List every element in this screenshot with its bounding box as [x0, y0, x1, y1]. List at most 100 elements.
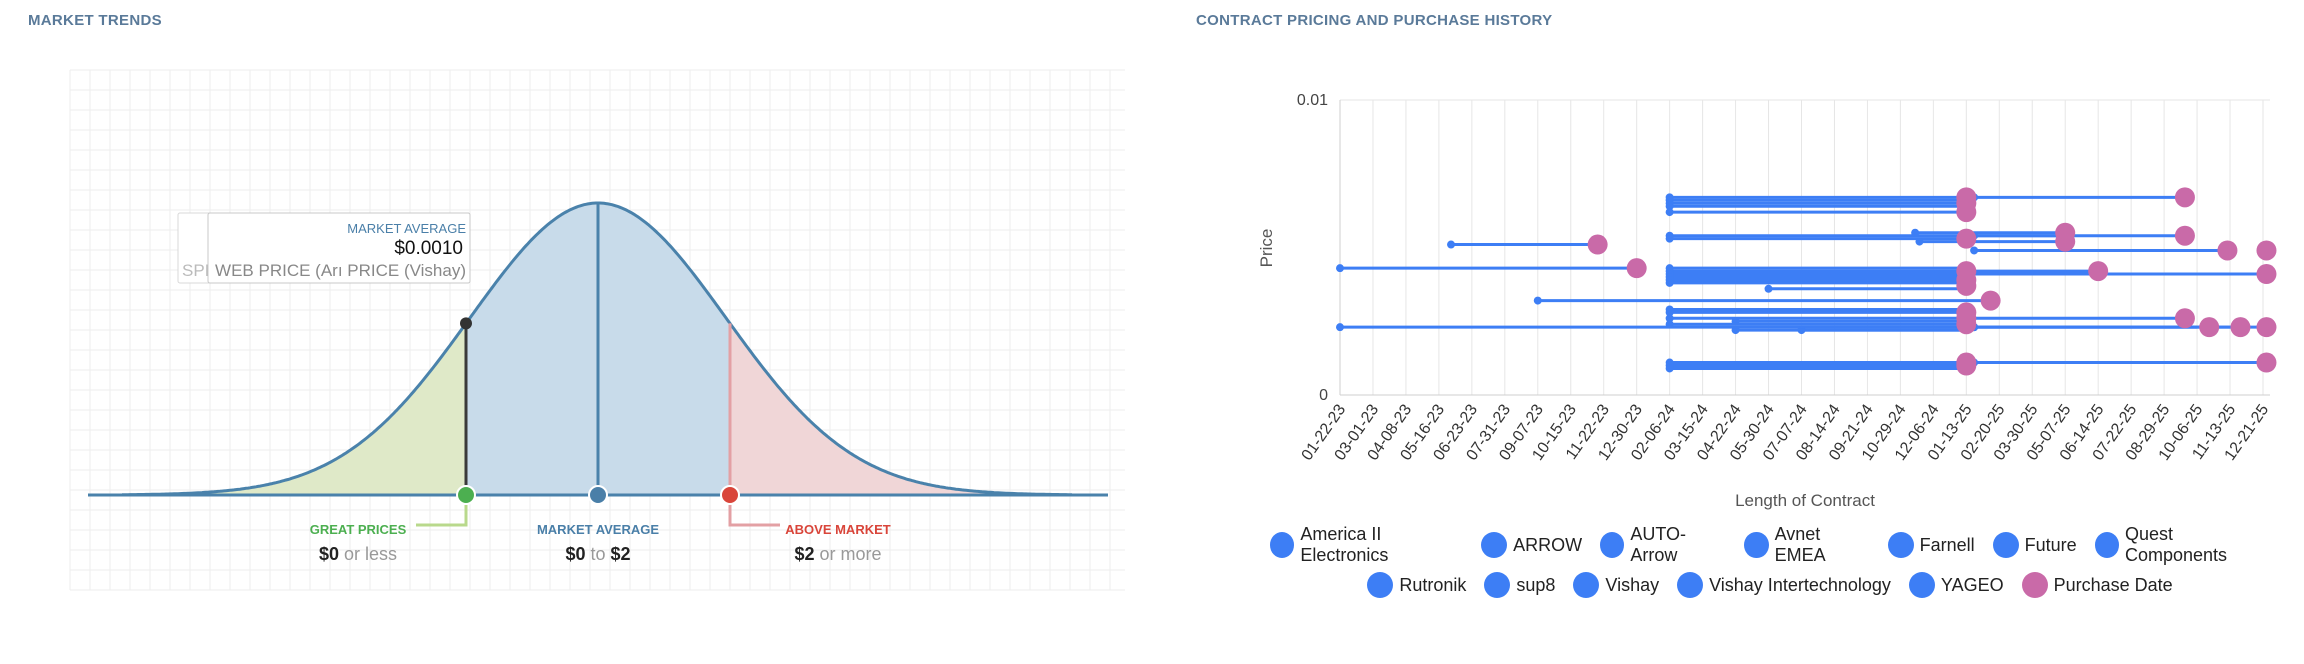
legend-item-quest-components[interactable]: Quest Components — [2094, 524, 2270, 566]
legend-label: Vishay Intertechnology — [1709, 574, 1891, 595]
contract-start-point[interactable] — [1970, 246, 1979, 255]
legend-swatch — [1992, 532, 2019, 558]
purchase-date-point[interactable] — [1956, 202, 1977, 223]
contract-start-point[interactable] — [1665, 308, 1674, 317]
purchase-date-point[interactable] — [2230, 317, 2251, 338]
legend-item-future[interactable]: Future — [1992, 524, 2077, 566]
contract-start-point[interactable] — [1731, 326, 1740, 335]
purchase-date-point[interactable] — [1956, 275, 1977, 296]
market-trends-title: MARKET TRENDS — [28, 12, 162, 29]
purchase-date-point[interactable] — [2174, 308, 2195, 329]
tooltip-label: MARKET AVERAGE — [347, 221, 466, 236]
price-marker-dot — [460, 317, 472, 330]
legend-item-yageo[interactable]: YAGEO — [1908, 572, 2004, 598]
contract-segments — [1336, 193, 2267, 373]
above-market-connector — [728, 505, 780, 527]
purchase-date-point[interactable] — [1956, 314, 1977, 335]
legend-item-auto-arrow[interactable]: AUTO-Arrow — [1600, 524, 1726, 566]
legend-item-purchase-date[interactable]: Purchase Date — [2021, 572, 2173, 598]
contract-start-point[interactable] — [1797, 326, 1806, 335]
purchase-date-point[interactable] — [1980, 290, 2001, 311]
great-prices-area — [170, 323, 466, 495]
contract-start-point[interactable] — [1665, 208, 1674, 217]
legend-label: YAGEO — [1940, 574, 2004, 595]
contract-start-point[interactable] — [1764, 284, 1773, 293]
legend-label: AUTO-Arrow — [1630, 524, 1687, 565]
contract-start-point[interactable] — [1665, 234, 1674, 243]
contract-start-point[interactable] — [1665, 278, 1674, 287]
contract-pricing-chart: 0.010Price01-22-2303-01-2304-08-2305-16-… — [1257, 92, 2277, 510]
legend-item-arrow[interactable]: ARROW — [1481, 524, 1582, 566]
contract-start-point[interactable] — [1447, 240, 1456, 249]
purchase-date-point[interactable] — [2256, 264, 2277, 285]
segment-range: $2 or more — [794, 544, 881, 564]
legend-swatch — [2021, 572, 2048, 598]
segment-label-great-prices: GREAT PRICES $0 or less — [310, 522, 407, 564]
contract-start-point[interactable] — [1665, 314, 1674, 323]
legend-label: America II Electronics — [1300, 524, 1389, 565]
legend-label: Farnell — [1919, 534, 1975, 555]
contract-start-point[interactable] — [1336, 323, 1344, 332]
tooltip-card — [207, 212, 471, 284]
y-tick-label: 0 — [1319, 387, 1328, 404]
contract-start-point[interactable] — [1533, 296, 1542, 305]
legend-swatch — [1887, 532, 1914, 558]
tooltip-value: $0.0010 — [394, 238, 463, 259]
segment-title: ABOVE MARKET — [785, 522, 891, 537]
contract-start-point[interactable] — [1665, 364, 1674, 373]
segment-label-market-average: MARKET AVERAGE $0 to $2 — [537, 522, 659, 564]
legend-swatch — [1481, 532, 1508, 558]
purchase-date-point[interactable] — [1956, 355, 1977, 376]
purchase-date-point[interactable] — [2174, 187, 2195, 208]
legend-item-america-ii-electronics[interactable]: America II Electronics — [1270, 524, 1463, 566]
legend-label: ARROW — [1513, 534, 1583, 555]
purchase-date-point[interactable] — [2217, 240, 2238, 261]
contract-start-point[interactable] — [1336, 264, 1344, 273]
contract-start-point[interactable] — [1915, 237, 1924, 246]
above-market-marker[interactable] — [720, 485, 740, 505]
purchase-date-point[interactable] — [2256, 240, 2277, 261]
legend-item-farnell[interactable]: Farnell — [1887, 524, 1975, 566]
scatter-grid — [1339, 99, 2270, 396]
legend-item-avnet-emea[interactable]: Avnet EMEA — [1744, 524, 1869, 566]
great-prices-marker[interactable] — [456, 485, 476, 505]
x-axis-label: Length of Contract — [1735, 491, 1875, 510]
legend-swatch — [1573, 572, 1600, 598]
legend-item-vishay[interactable]: Vishay — [1573, 572, 1659, 598]
purchase-date-point[interactable] — [2174, 225, 2195, 246]
great-prices-connector — [416, 505, 468, 527]
legend-swatch — [1367, 572, 1394, 598]
legend-label: Future — [2024, 534, 2077, 555]
legend-swatch — [1744, 532, 1769, 558]
legend-swatch — [2094, 532, 2119, 558]
y-axis-label: Price — [1257, 229, 1276, 268]
legend-swatch — [1600, 532, 1625, 558]
legend-label: Vishay — [1605, 574, 1660, 595]
y-tick-label: 0.01 — [1297, 92, 1328, 109]
legend-label: sup8 — [1516, 574, 1556, 595]
legend-label: Avnet EMEA — [1774, 524, 1826, 565]
market-trends-panel: MARKET TRENDS GREAT PRICES $0 or less MAR… — [28, 12, 1125, 591]
legend-swatch — [1484, 572, 1511, 598]
legend-swatch — [1908, 572, 1935, 598]
purchase-date-point[interactable] — [2055, 231, 2076, 252]
purchase-date-point[interactable] — [2256, 317, 2277, 338]
above-market-area — [730, 323, 1040, 495]
purchase-date-point[interactable] — [1626, 258, 1647, 279]
tooltip-subtext: WEB PRICE (Arı PRICE (Vishay) — [215, 261, 466, 280]
legend-item-rutronik[interactable]: Rutronik — [1367, 572, 1466, 598]
purchase-date-point[interactable] — [2199, 317, 2220, 338]
legend-item-sup8[interactable]: sup8 — [1484, 572, 1555, 598]
purchase-date-point[interactable] — [2088, 261, 2109, 282]
purchase-date-point[interactable] — [1956, 228, 1977, 249]
purchase-date-point[interactable] — [1587, 234, 1608, 255]
purchase-dates — [1587, 187, 2277, 376]
contract-start-point[interactable] — [1665, 202, 1674, 211]
segment-label-above-market: ABOVE MARKET $2 or more — [785, 522, 891, 564]
market-trends-chart: GREAT PRICES $0 or less MARKET AVERAGE $0 … — [69, 69, 1125, 591]
market-average-marker[interactable] — [588, 485, 608, 505]
legend-item-vishay-intertechnology[interactable]: Vishay Intertechnology — [1677, 572, 1891, 598]
contract-start-point[interactable] — [1911, 228, 1920, 237]
market-average-tooltip: SPI MARKET AVERAGE $0.0010 WEB PRICE (Arı P… — [177, 212, 471, 284]
purchase-date-point[interactable] — [2256, 352, 2277, 373]
